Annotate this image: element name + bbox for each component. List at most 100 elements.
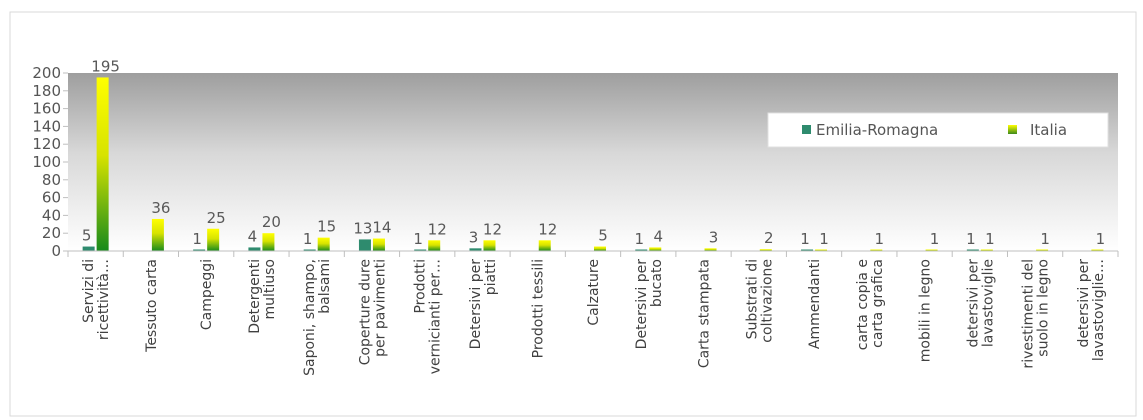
data-label-italia: 1 (1096, 230, 1106, 248)
x-category-label: Detersivi perpiatti (468, 259, 499, 350)
x-category-label: Calzature (586, 259, 602, 326)
bar-italia (317, 237, 330, 251)
data-label-emilia-romagna: 5 (82, 227, 92, 245)
y-tick-label: 20 (42, 224, 61, 242)
data-label-emilia-romagna: 13 (353, 219, 372, 237)
bar-italia (870, 249, 883, 251)
data-label-italia: 4 (653, 227, 663, 245)
bar-emilia-romagna (801, 249, 814, 251)
bar-italia (428, 240, 441, 251)
x-category-label: Substrati dicoltivazione (744, 259, 775, 343)
data-label-italia: 15 (317, 218, 336, 236)
bar-emilia-romagna (82, 246, 95, 251)
bar-emilia-romagna (635, 249, 648, 251)
x-category-label: Carta stampata (697, 259, 713, 368)
bar-emilia-romagna (193, 249, 206, 251)
x-category-label: Servizi diricettività… (81, 259, 112, 340)
bar-italia (372, 238, 385, 251)
x-category-label: Ammendanti (807, 259, 823, 349)
y-tick-label: 120 (32, 135, 61, 153)
bar-italia (594, 246, 606, 251)
data-label-italia: 1 (930, 230, 940, 248)
y-tick-label: 100 (32, 153, 61, 171)
data-label-italia: 195 (91, 57, 120, 75)
data-label-italia: 1 (819, 230, 829, 248)
data-label-emilia-romagna: 1 (800, 230, 810, 248)
legend-swatch-italia (1008, 125, 1017, 134)
legend-label-emilia-romagna: Emilia-Romagna (816, 121, 938, 139)
data-label-italia: 12 (483, 220, 502, 238)
bar-italia (1036, 249, 1049, 251)
x-category-label: detersivi perlavastoviglie (965, 259, 996, 348)
bar-italia (759, 249, 772, 251)
bar-emilia-romagna (303, 249, 316, 251)
x-category-label: Saponi, shampo,balsami (302, 259, 333, 376)
data-label-italia: 3 (709, 228, 719, 246)
data-label-emilia-romagna: 1 (192, 230, 202, 248)
bar-italia (151, 218, 164, 251)
x-category-label: Detersivi perbucato (634, 259, 665, 350)
bars (82, 77, 1104, 251)
bar-italia (925, 249, 938, 251)
bar-italia (483, 240, 496, 251)
y-tick-label: 180 (32, 82, 61, 100)
bar-italia (538, 240, 551, 251)
data-label-italia: 1 (1040, 230, 1050, 248)
legend-label-italia: Italia (1030, 121, 1067, 139)
data-label-emilia-romagna: 1 (966, 230, 976, 248)
bar-emilia-romagna (358, 239, 371, 251)
x-category-label: Prodotti tessili (531, 259, 547, 358)
data-label-emilia-romagna: 3 (469, 228, 479, 246)
y-tick-label: 200 (32, 64, 61, 82)
data-label-italia: 14 (372, 219, 391, 237)
data-label-emilia-romagna: 4 (248, 227, 258, 245)
data-label-italia: 20 (262, 213, 281, 231)
bar-italia (704, 248, 717, 251)
bar-emilia-romagna (248, 247, 261, 251)
bar-italia (649, 247, 662, 251)
x-category-label: rivestimenti delsuolo in legno (1021, 259, 1052, 369)
data-label-italia: 1 (985, 230, 995, 248)
x-category-label: Prodottivernicianti per… (413, 259, 444, 374)
bar-italia (980, 249, 993, 251)
legend-box (767, 112, 1109, 148)
x-category-label: Detergentimultiuso (247, 259, 278, 334)
data-label-italia: 12 (428, 220, 447, 238)
bar-italia (96, 77, 109, 251)
data-label-italia: 12 (538, 220, 557, 238)
bar-emilia-romagna (414, 249, 427, 251)
y-tick-label: 40 (42, 206, 61, 224)
bar-italia (207, 228, 220, 251)
x-category-label: carta copia ecarta grafica (855, 259, 886, 350)
plot-area-background (68, 73, 1118, 251)
legend-swatch-emilia-romagna (802, 125, 811, 134)
x-category-label: detersivi perlavastoviglie… (1076, 259, 1107, 361)
y-tick-label: 160 (32, 100, 61, 118)
x-axis: Servizi diricettività… Tessuto carta Campe… (67, 250, 1119, 376)
bar-emilia-romagna (469, 248, 482, 251)
data-label-italia: 2 (764, 229, 774, 247)
y-tick-label: 60 (42, 189, 61, 207)
data-label-emilia-romagna: 1 (413, 230, 423, 248)
y-tick-label: 80 (42, 171, 61, 189)
bar-emilia-romagna (966, 249, 979, 251)
data-label-italia: 5 (598, 227, 608, 245)
legend: Emilia-Romagna Italia (767, 112, 1109, 148)
data-label-emilia-romagna: 1 (634, 230, 644, 248)
x-category-label: Coperture dureper pavimenti (357, 259, 388, 365)
x-category-label: Tessuto carta (144, 259, 160, 353)
y-tick-label: 140 (32, 117, 61, 135)
data-label-italia: 1 (875, 230, 885, 248)
x-category-label: Campeggi (199, 259, 215, 330)
data-label-italia: 25 (207, 209, 226, 227)
data-label-emilia-romagna: 1 (303, 230, 313, 248)
bar-italia (815, 249, 828, 251)
bar-italia (1091, 249, 1104, 251)
bar-italia (262, 233, 275, 251)
data-label-italia: 36 (151, 199, 170, 217)
y-tick-label: 0 (51, 242, 61, 260)
x-category-label: mobili in legno (918, 259, 934, 362)
